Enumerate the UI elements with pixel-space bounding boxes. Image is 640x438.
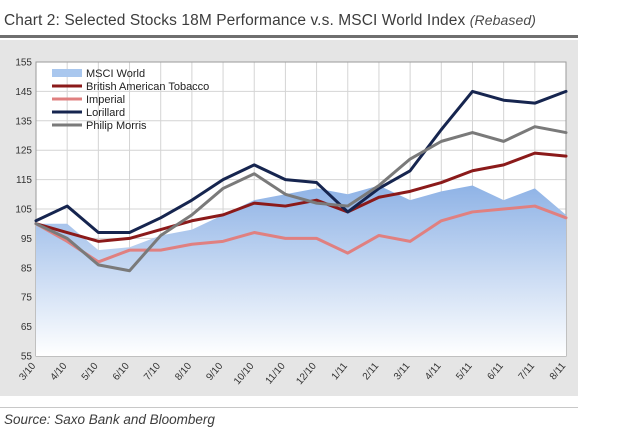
title-bar: Chart 2: Selected Stocks 18M Performance…	[0, 8, 578, 38]
source-divider	[0, 407, 578, 408]
y-tick-label-3: 85	[21, 263, 33, 274]
x-tick-label-0: 3/10	[17, 361, 38, 383]
x-tick-label-4: 7/10	[142, 361, 163, 383]
x-tick-label-13: 4/11	[423, 361, 444, 383]
x-tick-label-10: 1/11	[330, 361, 351, 383]
y-tick-label-7: 125	[15, 146, 32, 157]
x-tick-label-14: 5/11	[454, 361, 475, 383]
x-tick-label-1: 4/10	[49, 361, 70, 383]
x-tick-label-3: 6/10	[111, 361, 132, 383]
x-tick-label-8: 11/10	[264, 361, 288, 387]
x-tick-label-7: 10/10	[232, 361, 257, 388]
legend-label-lorillard: Lorillard	[86, 107, 125, 119]
x-tick-label-9: 12/10	[294, 361, 319, 388]
series-area-msci-world	[36, 185, 566, 356]
chart-title: Chart 2: Selected Stocks 18M Performance…	[4, 12, 536, 30]
series-line-imperial	[34, 204, 568, 264]
series-line-lorillard	[34, 89, 568, 235]
series-line-british-american-tobacco	[34, 151, 568, 243]
chart-area: 55 65 75 85 95 105 115 125 135 145 155 3/10 4/10 5/10…	[0, 40, 578, 396]
legend-swatch-msci-world	[52, 69, 82, 77]
x-tick-label-11: 2/11	[361, 361, 382, 383]
x-tick-label-17: 8/11	[548, 361, 569, 383]
x-tick-label-6: 9/10	[204, 361, 225, 383]
y-tick-label-6: 115	[16, 175, 32, 186]
chart-title-sub: (Rebased)	[469, 12, 537, 28]
chart-title-main: Chart 2: Selected Stocks 18M Performance…	[4, 12, 466, 29]
y-tick-label-0: 55	[21, 352, 33, 363]
y-tick-label-8: 135	[15, 116, 32, 127]
legend-label-british-american-tobacco: British American Tobacco	[86, 81, 209, 93]
legend-label-msci-world: MSCI World	[86, 68, 145, 80]
line-chart: 55 65 75 85 95 105 115 125 135 145 155 3/10 4/10 5/10…	[15, 58, 569, 388]
series-line-philip-morris	[34, 125, 568, 273]
y-tick-label-9: 145	[15, 87, 32, 98]
x-tick-label-16: 7/11	[517, 361, 538, 383]
y-tick-label-1: 65	[21, 322, 33, 333]
y-tick-label-10: 155	[15, 58, 32, 69]
source-note: Source: Saxo Bank and Bloomberg	[4, 412, 215, 427]
x-tick-label-12: 3/11	[392, 361, 413, 383]
y-tick-label-2: 75	[21, 293, 33, 304]
x-tick-label-5: 8/10	[173, 361, 194, 383]
x-tick-label-15: 6/11	[485, 361, 506, 383]
legend-label-imperial: Imperial	[86, 94, 125, 106]
y-tick-label-4: 95	[21, 234, 33, 245]
legend-label-philip-morris: Philip Morris	[86, 120, 147, 132]
x-tick-label-2: 5/10	[80, 361, 101, 383]
y-tick-label-5: 105	[15, 205, 32, 216]
